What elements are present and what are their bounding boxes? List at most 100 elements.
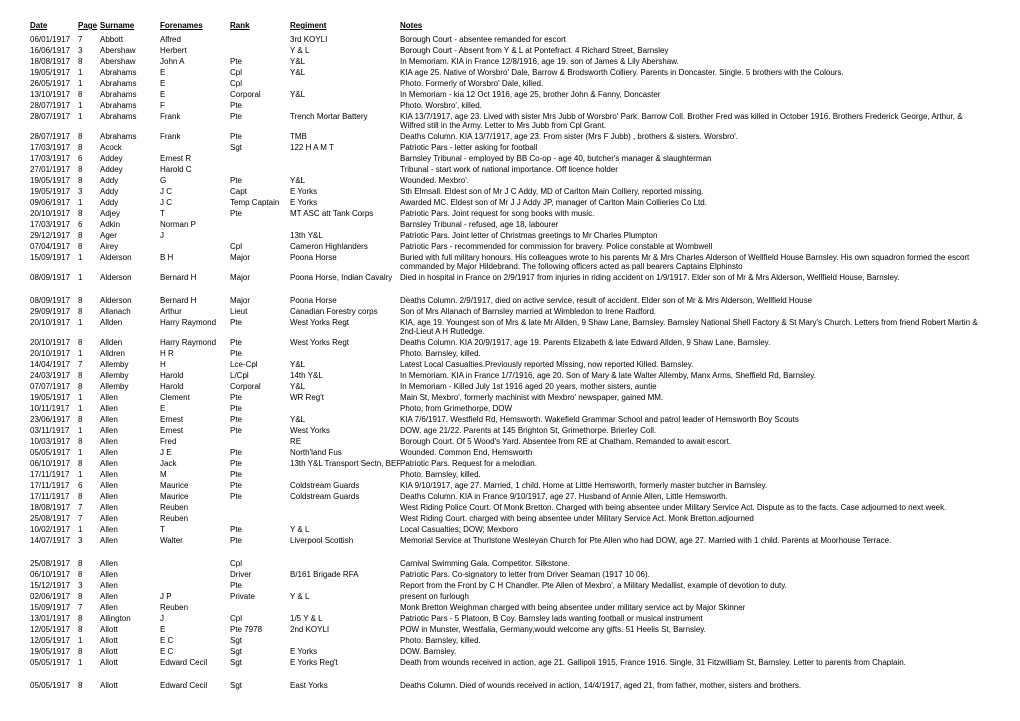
table-row: 12/05/19178AllottEPte 79782nd KOYLIPOW i…: [30, 624, 990, 635]
cell-notes: Photo. Formerly of Worsbro' Dale, killed…: [400, 78, 990, 89]
cell-forenames: Ernest R: [160, 153, 230, 164]
cell-notes: Photo. Barnsley, killed.: [400, 348, 990, 359]
cell-date: 08/09/1917: [30, 272, 78, 283]
header-page: Page: [78, 20, 100, 34]
cell-page: 1: [78, 469, 100, 480]
cell-forenames: Ernest: [160, 425, 230, 436]
table-row: 07/07/19178AllembyHaroldCorporalY&LIn Me…: [30, 381, 990, 392]
cell-page: 7: [78, 502, 100, 513]
cell-date: 13/10/1917: [30, 89, 78, 100]
cell-surname: Allen: [100, 558, 160, 569]
cell-rank: Pte: [230, 111, 290, 131]
cell-notes: Died in hospital in France on 2/9/1917 f…: [400, 272, 990, 283]
cell-regiment: Cameron Highlanders: [290, 241, 400, 252]
table-row: 25/08/19177AllenReubenWest Riding Court.…: [30, 513, 990, 524]
cell-page: 3: [78, 580, 100, 591]
cell-date: 17/03/1917: [30, 142, 78, 153]
cell-forenames: E: [160, 403, 230, 414]
cell-page: 8: [78, 436, 100, 447]
cell-page: 8: [78, 306, 100, 317]
cell-rank: [230, 219, 290, 230]
cell-rank: Cpl: [230, 78, 290, 89]
cell-surname: Abrahams: [100, 78, 160, 89]
cell-page: 1: [78, 100, 100, 111]
cell-surname: Adkin: [100, 219, 160, 230]
cell-date: 26/05/1917: [30, 78, 78, 89]
cell-page: 6: [78, 219, 100, 230]
cell-page: 1: [78, 635, 100, 646]
table-row: 28/07/19171AbrahamsFrankPteTrench Mortar…: [30, 111, 990, 131]
cell-notes: Buried with full military honours. His c…: [400, 252, 990, 272]
cell-notes: In Memoriam - Killed July 1st 1916 aged …: [400, 381, 990, 392]
cell-date: 05/05/1917: [30, 680, 78, 691]
cell-regiment: 122 H A M T: [290, 142, 400, 153]
cell-notes: KIA 13/7/1917, age 23. Lived with sister…: [400, 111, 990, 131]
cell-page: 1: [78, 425, 100, 436]
table-row: [30, 546, 990, 558]
cell-date: 19/05/1917: [30, 186, 78, 197]
cell-regiment: East Yorks: [290, 680, 400, 691]
cell-rank: Lieut: [230, 306, 290, 317]
cell-page: 1: [78, 524, 100, 535]
cell-regiment: Liverpool Scottish: [290, 535, 400, 546]
cell-page: 8: [78, 142, 100, 153]
cell-forenames: J E: [160, 447, 230, 458]
table-row: 15/09/19177AllenReubenMonk Bretton Weigh…: [30, 602, 990, 613]
cell-forenames: Fred: [160, 436, 230, 447]
cell-surname: Allen: [100, 436, 160, 447]
cell-forenames: Edward Cecil: [160, 680, 230, 691]
cell-forenames: T: [160, 208, 230, 219]
cell-page: 8: [78, 624, 100, 635]
cell-notes: Deaths Column. 2/9/1917, died on active …: [400, 295, 990, 306]
cell-page: 8: [78, 591, 100, 602]
cell-surname: Alldren: [100, 348, 160, 359]
cell-rank: Pte: [230, 458, 290, 469]
cell-regiment: [290, 219, 400, 230]
cell-notes: Tribunal - start work of national import…: [400, 164, 990, 175]
cell-date: 05/05/1917: [30, 657, 78, 668]
cell-regiment: 13th Y&L Transport Sectn, BEF: [290, 458, 400, 469]
cell-rank: Corporal: [230, 381, 290, 392]
table-row: 15/12/19173AllenPteReport from the Front…: [30, 580, 990, 591]
cell-rank: Pte 7978: [230, 624, 290, 635]
cell-page: 1: [78, 657, 100, 668]
cell-regiment: [290, 602, 400, 613]
cell-surname: Allden: [100, 337, 160, 348]
cell-forenames: Ernest: [160, 414, 230, 425]
cell-page: 1: [78, 252, 100, 272]
cell-surname: Allen: [100, 447, 160, 458]
cell-surname: Allott: [100, 680, 160, 691]
cell-page: 1: [78, 111, 100, 131]
cell-page: 8: [78, 558, 100, 569]
cell-regiment: Y&L: [290, 359, 400, 370]
cell-surname: Allen: [100, 569, 160, 580]
cell-forenames: Harry Raymond: [160, 317, 230, 337]
table-row: 03/11/19171AllenErnestPteWest YorksDOW, …: [30, 425, 990, 436]
table-row: 26/05/19171AbrahamsECplPhoto. Formerly o…: [30, 78, 990, 89]
cell-notes: Barnsley Tribunal - employed by BB Co-op…: [400, 153, 990, 164]
cell-notes: Monk Bretton Weighman charged with being…: [400, 602, 990, 613]
cell-date: 15/09/1917: [30, 252, 78, 272]
cell-forenames: Harry Raymond: [160, 337, 230, 348]
cell-surname: Addy: [100, 186, 160, 197]
cell-regiment: Y&L: [290, 67, 400, 78]
cell-notes: Latest Local Casualties.Previously repor…: [400, 359, 990, 370]
cell-rank: Capt: [230, 186, 290, 197]
cell-surname: Abrahams: [100, 89, 160, 100]
cell-forenames: John A: [160, 56, 230, 67]
cell-regiment: Y&L: [290, 89, 400, 100]
cell-surname: Alderson: [100, 252, 160, 272]
cell-regiment: [290, 100, 400, 111]
cell-notes: Son of Mrs Allanach of Barnsley married …: [400, 306, 990, 317]
cell-surname: Allen: [100, 535, 160, 546]
cell-rank: Pte: [230, 208, 290, 219]
cell-page: 1: [78, 317, 100, 337]
header-forenames: Forenames: [160, 20, 230, 34]
table-row: 18/08/19178AbershawJohn APteY&LIn Memori…: [30, 56, 990, 67]
cell-forenames: Reuben: [160, 502, 230, 513]
table-row: 08/09/19171AldersonBernard HMajorPoona H…: [30, 272, 990, 283]
header-rank: Rank: [230, 20, 290, 34]
cell-regiment: [290, 580, 400, 591]
cell-surname: Allen: [100, 491, 160, 502]
header-regiment: Regiment: [290, 20, 400, 34]
